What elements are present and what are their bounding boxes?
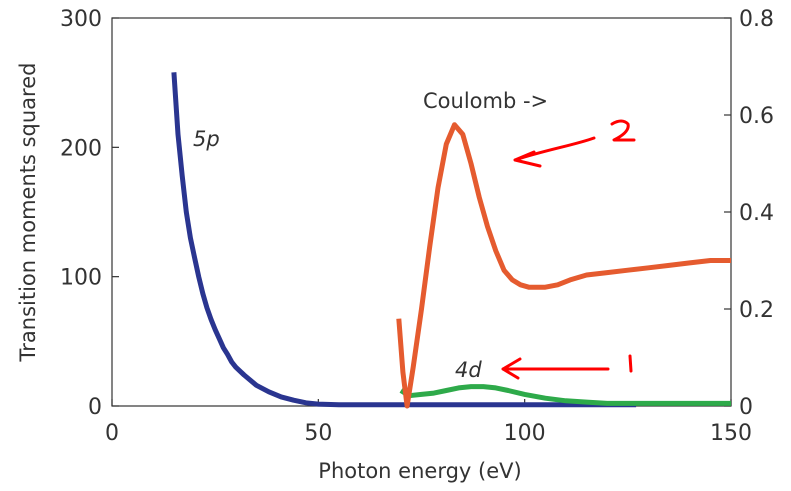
annotation-5p: 5p bbox=[193, 127, 220, 151]
handwritten-mark-1 bbox=[501, 354, 633, 380]
handwritten-mark-2 bbox=[513, 119, 636, 168]
y-tick-label: 200 bbox=[60, 136, 102, 161]
x-tick-label: 100 bbox=[504, 421, 546, 446]
x-axis: 0 50 100 150 bbox=[105, 399, 752, 446]
y2-tick-label: 0.2 bbox=[739, 298, 774, 323]
handwritten-digit-2 bbox=[610, 119, 636, 142]
plot-border bbox=[111, 17, 732, 407]
x-tick-label: 50 bbox=[304, 421, 332, 446]
y-axis-label: Transition moments squared bbox=[16, 63, 40, 363]
y2-tick-label: 0.4 bbox=[739, 201, 774, 226]
y-tick-label: 0 bbox=[88, 395, 102, 420]
series-line-coulomb bbox=[396, 122, 731, 409]
annotation-4d: 4d bbox=[455, 358, 482, 382]
plot-frame bbox=[111, 17, 732, 407]
annotation-coulomb: Coulomb -> bbox=[423, 89, 548, 113]
y2-tick-label: 0 bbox=[739, 395, 753, 420]
handwritten-arrow-1 bbox=[501, 357, 610, 380]
y2-tick-label: 0.6 bbox=[739, 104, 774, 129]
handwritten-digit-1 bbox=[628, 354, 633, 373]
series-layer bbox=[171, 72, 731, 409]
y-axis-left: 0 100 200 300 bbox=[60, 7, 119, 420]
series-line-5p bbox=[171, 72, 637, 408]
y-axis-right: 0 0.2 0.4 0.6 0.8 bbox=[724, 7, 774, 420]
x-axis-label: Photon energy (eV) bbox=[318, 459, 521, 483]
y-tick-label: 100 bbox=[60, 266, 102, 291]
y-tick-label: 300 bbox=[60, 7, 102, 32]
y2-tick-label: 0.8 bbox=[739, 7, 774, 32]
series-line-4d bbox=[399, 384, 731, 406]
x-tick-label: 150 bbox=[710, 421, 752, 446]
handwritten-arrow-2 bbox=[513, 136, 596, 168]
x-tick-label: 0 bbox=[105, 421, 119, 446]
